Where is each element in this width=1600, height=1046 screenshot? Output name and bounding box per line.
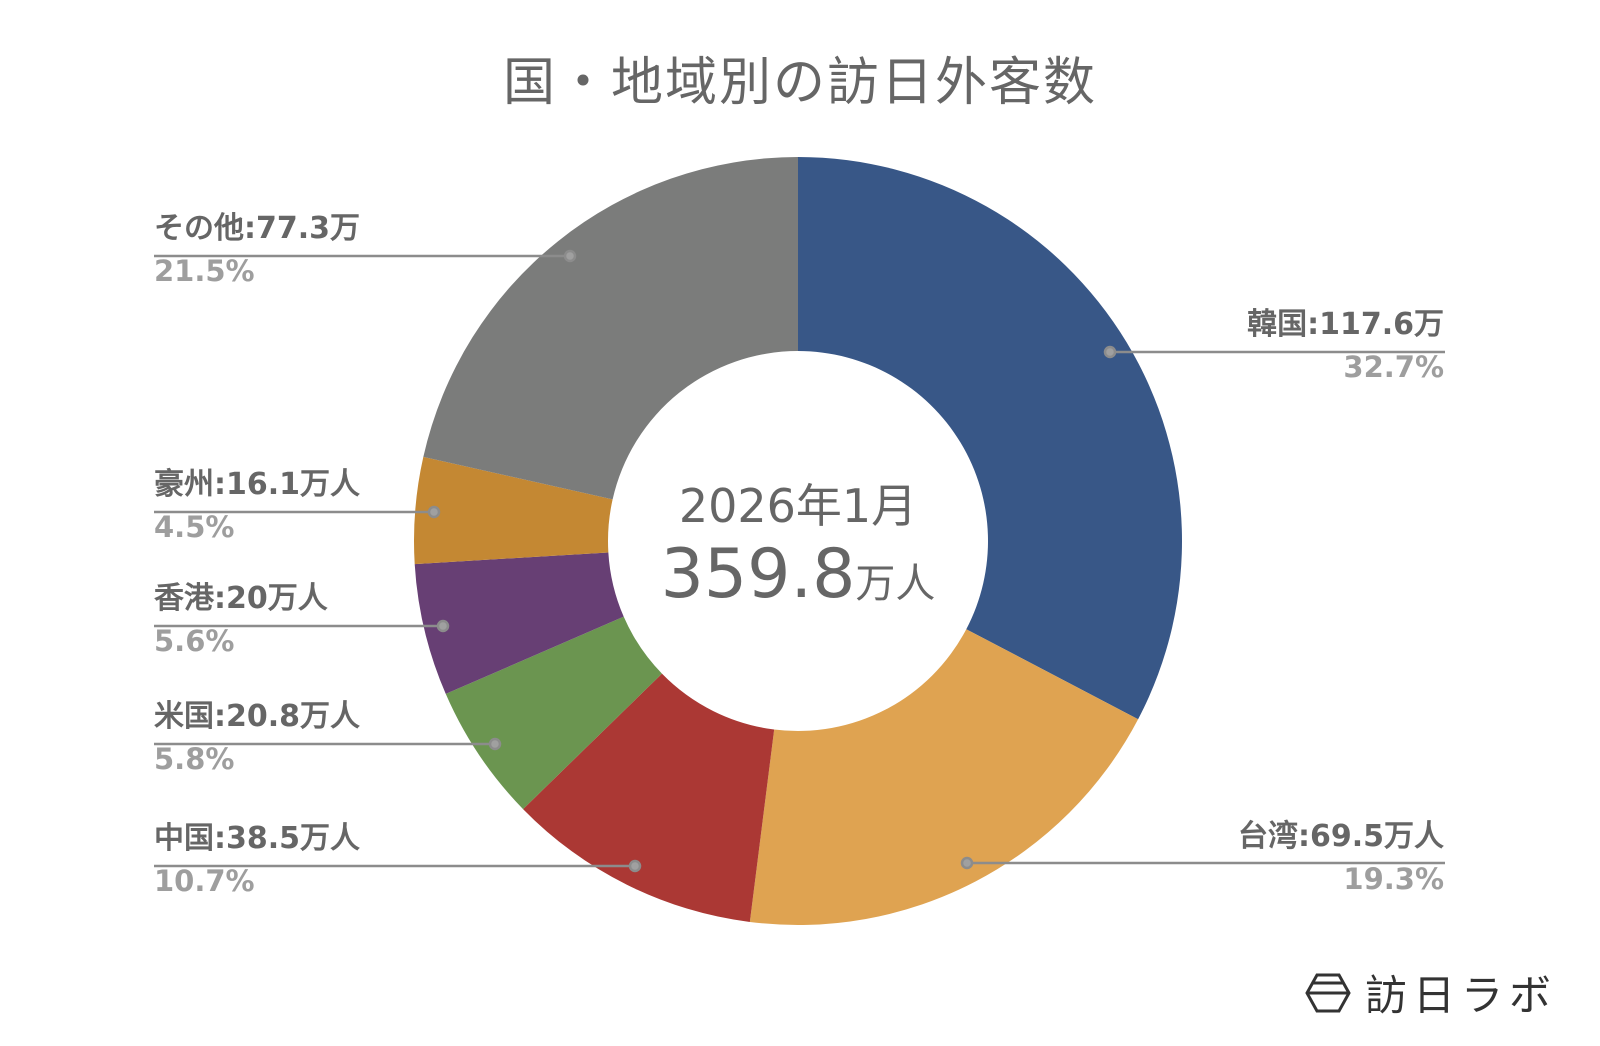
label-australia: 豪州:16.1万人 4.5% [154,467,361,545]
label-usa: 米国:20.8万人 5.8% [154,699,361,777]
brand-logo-text: 訪日ラボ [1365,971,1558,1020]
label-other-pct: 21.5% [154,254,255,288]
label-china-name: 中国:38.5万人 [154,821,361,856]
label-usa-name: 米国:20.8万人 [154,699,361,734]
label-korea: 韓国:117.6万 32.7% [1247,307,1444,385]
brand-logo: 訪日ラボ [1305,962,1557,1023]
donut-slice [413,456,613,565]
label-korea-pct: 32.7% [1343,350,1444,384]
donut-slice [445,616,662,810]
donut-slice [749,629,1139,925]
donut-slice [423,157,798,500]
label-taiwan-name: 台湾:69.5万人 [1237,819,1444,854]
label-hongkong-name: 香港:20万人 [154,581,328,616]
donut-slice [414,552,624,694]
leader-lines [154,249,1445,873]
label-korea-name: 韓国:117.6万 [1247,307,1444,342]
label-other-name: その他:77.3万 [154,211,361,246]
label-other: その他:77.3万 21.5% [154,211,361,289]
label-australia-name: 豪州:16.1万人 [154,467,361,502]
label-usa-pct: 5.8% [154,742,235,776]
hexagon-logo-icon [1305,973,1351,1012]
label-taiwan: 台湾:69.5万人 19.3% [1237,819,1444,897]
label-china-pct: 10.7% [154,864,255,898]
label-taiwan-pct: 19.3% [1343,862,1444,896]
donut-slices [413,157,1183,925]
center-total: 359.8万人 [598,535,998,614]
donut-slice [798,157,1183,720]
label-australia-pct: 4.5% [154,510,235,544]
center-date: 2026年1月 [678,479,918,533]
center-total-number: 359.8 [660,535,856,614]
center-total-unit: 万人 [855,561,936,607]
label-hongkong: 香港:20万人 5.6% [154,581,328,659]
label-hongkong-pct: 5.6% [154,624,235,658]
chart-title: 国・地域別の訪日外客数 [502,53,1097,113]
donut-slice [523,673,775,922]
label-china: 中国:38.5万人 10.7% [154,821,361,899]
